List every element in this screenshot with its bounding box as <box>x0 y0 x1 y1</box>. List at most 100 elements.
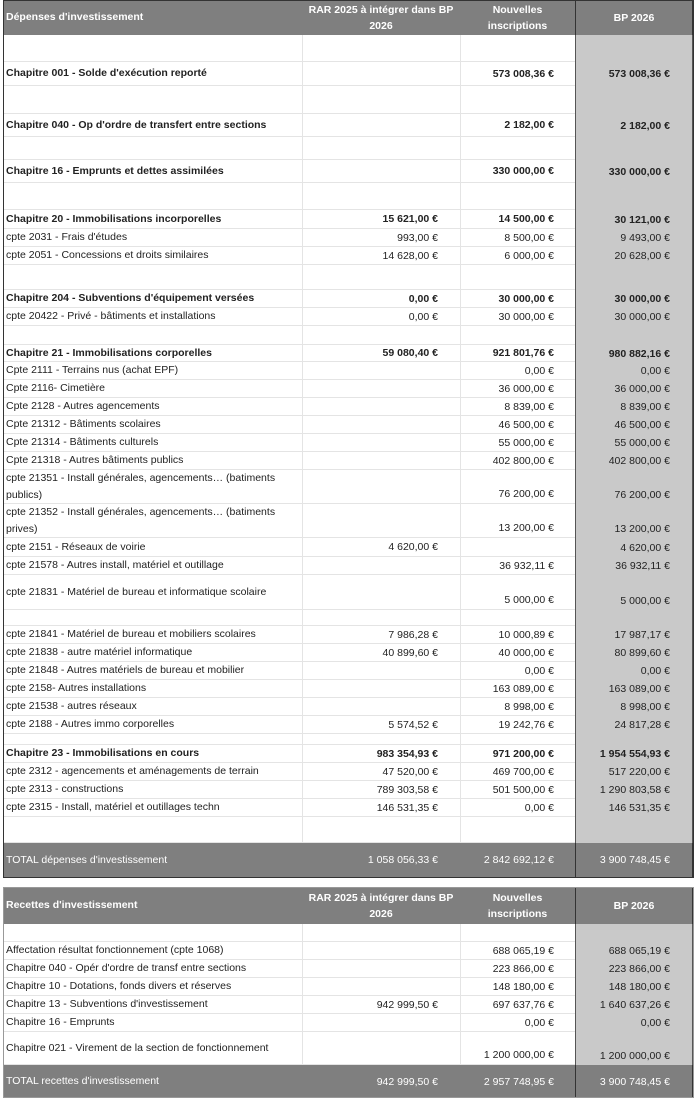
nouvelles-inscriptions-cell <box>460 924 575 942</box>
rar-2025-cell: RAR 2025 à intégrer dans BP 2026 <box>302 887 460 924</box>
bp-2026-cell: 24 817,28 € <box>575 716 693 734</box>
rar-2025-cell <box>302 978 460 996</box>
bp-2026-cell: 17 987,17 € <box>575 626 693 644</box>
label-cell <box>4 86 302 114</box>
rar-2025-cell: 0,00 € <box>302 290 460 308</box>
nouvelles-inscriptions-cell: 19 242,76 € <box>460 716 575 734</box>
nouvelles-inscriptions-cell: 223 866,00 € <box>460 960 575 978</box>
bp-2026-cell: 30 121,00 € <box>575 210 693 229</box>
bp-2026-cell: 3 900 748,45 € <box>575 1065 693 1098</box>
table-row: Affectation résultat fonctionnement (cpt… <box>4 942 693 960</box>
nouvelles-inscriptions-cell: 30 000,00 € <box>460 308 575 326</box>
rar-2025-cell: 14 628,00 € <box>302 247 460 265</box>
label-cell: cpte 21848 - Autres matériels de bureau … <box>4 662 302 680</box>
table-row: Chapitre 204 - Subventions d'équipement … <box>4 290 693 308</box>
rar-2025-cell <box>302 86 460 114</box>
table-row: cpte 21841 - Matériel de bureau et mobil… <box>4 626 693 644</box>
bp-2026-cell: 1 290 803,58 € <box>575 781 693 799</box>
spacer-row <box>4 924 693 942</box>
rar-2025-cell <box>302 942 460 960</box>
table-row: Cpte 2111 - Terrains nus (achat EPF) 0,00… <box>4 362 693 380</box>
rar-2025-cell <box>302 662 460 680</box>
rar-2025-cell <box>302 1014 460 1032</box>
label-cell <box>4 137 302 160</box>
label-cell <box>4 734 302 745</box>
label-cell: Cpte 21318 - Autres bâtiments publics <box>4 452 302 470</box>
table-header: Dépenses d'investissement RAR 2025 à inté… <box>4 0 693 35</box>
table-row: Chapitre 040 - Op d'ordre de transfert e… <box>4 114 693 137</box>
nouvelles-inscriptions-cell: 40 000,00 € <box>460 644 575 662</box>
nouvelles-inscriptions-cell: 1 200 000,00 € <box>460 1032 575 1065</box>
nouvelles-inscriptions-cell: 14 500,00 € <box>460 210 575 229</box>
nouvelles-inscriptions-cell: 0,00 € <box>460 1014 575 1032</box>
bp-2026-cell: BP 2026 <box>575 887 693 924</box>
label-cell: cpte 2051 - Concessions et droits simila… <box>4 247 302 265</box>
bp-2026-cell: 1 954 554,93 € <box>575 745 693 763</box>
label-cell: Cpte 21312 - Bâtiments scolaires <box>4 416 302 434</box>
label-cell: cpte 2315 - Install, matériel et outilla… <box>4 799 302 817</box>
bp-2026-cell <box>575 35 693 62</box>
label-cell: Chapitre 040 - Op d'ordre de transfert e… <box>4 114 302 137</box>
total-row: TOTAL dépenses d'investissement 1 058 056… <box>4 843 693 877</box>
spacer-row <box>4 326 693 345</box>
table-row: cpte 2313 - constructions 789 303,58 €501… <box>4 781 693 799</box>
bp-2026-cell: 5 000,00 € <box>575 575 693 610</box>
label-cell: Chapitre 16 - Emprunts <box>4 1014 302 1032</box>
bp-2026-cell: 688 065,19 € <box>575 942 693 960</box>
table-row: Cpte 2116- Cimetière 36 000,00 €36 000,00… <box>4 380 693 398</box>
bp-2026-cell: 146 531,35 € <box>575 799 693 817</box>
label-cell: cpte 21831 - Matériel de bureau et infor… <box>4 575 302 610</box>
rar-2025-cell <box>302 557 460 575</box>
nouvelles-inscriptions-cell <box>460 137 575 160</box>
bp-2026-cell: 9 493,00 € <box>575 229 693 247</box>
nouvelles-inscriptions-cell: 0,00 € <box>460 799 575 817</box>
rar-2025-cell <box>302 680 460 698</box>
label-cell: cpte 21838 - autre matériel informatique <box>4 644 302 662</box>
label-cell: Cpte 2116- Cimetière <box>4 380 302 398</box>
bp-2026-cell: 0,00 € <box>575 362 693 380</box>
label-cell: cpte 21352 - Install générales, agenceme… <box>4 504 302 538</box>
label-cell: cpte 2312 - agencements et aménagements … <box>4 763 302 781</box>
rar-2025-cell <box>302 35 460 62</box>
rar-2025-cell: 942 999,50 € <box>302 996 460 1014</box>
label-cell <box>4 924 302 942</box>
bp-2026-cell: 0,00 € <box>575 662 693 680</box>
rar-2025-cell <box>302 924 460 942</box>
bp-2026-cell: 80 899,60 € <box>575 644 693 662</box>
label-cell: cpte 2031 - Frais d'études <box>4 229 302 247</box>
label-cell: TOTAL dépenses d'investissement <box>4 843 302 877</box>
rar-2025-cell <box>302 610 460 626</box>
nouvelles-inscriptions-cell: 163 089,00 € <box>460 680 575 698</box>
bp-2026-cell: 2 182,00 € <box>575 114 693 137</box>
table-header: Recettes d'investissement RAR 2025 à inté… <box>4 887 693 924</box>
bp-2026-cell <box>575 265 693 290</box>
bp-2026-cell: 3 900 748,45 € <box>575 843 693 877</box>
bp-2026-cell: 8 998,00 € <box>575 698 693 716</box>
nouvelles-inscriptions-cell: 0,00 € <box>460 662 575 680</box>
rar-2025-cell <box>302 734 460 745</box>
label-cell: Chapitre 001 - Solde d'exécution reporté <box>4 62 302 86</box>
rar-2025-cell <box>302 960 460 978</box>
total-row: TOTAL recettes d'investissement 942 999,5… <box>4 1065 693 1098</box>
depenses-table: Dépenses d'investissement RAR 2025 à inté… <box>4 0 693 877</box>
table-row: Cpte 21312 - Bâtiments scolaires 46 500,0… <box>4 416 693 434</box>
nouvelles-inscriptions-cell: 971 200,00 € <box>460 745 575 763</box>
table-row: cpte 2312 - agencements et aménagements … <box>4 763 693 781</box>
bp-2026-cell: 148 180,00 € <box>575 978 693 996</box>
spacer-row <box>4 137 693 160</box>
rar-2025-cell <box>302 265 460 290</box>
label-cell: Dépenses d'investissement <box>4 0 302 35</box>
rar-2025-cell: 15 621,00 € <box>302 210 460 229</box>
table-row: Chapitre 040 - Opér d'ordre de transf en… <box>4 960 693 978</box>
label-cell: cpte 21578 - Autres install, matériel et… <box>4 557 302 575</box>
bp-2026-cell: 330 000,00 € <box>575 160 693 183</box>
table-row: Chapitre 21 - Immobilisations corporelle… <box>4 345 693 362</box>
label-cell <box>4 265 302 290</box>
table-row: cpte 21848 - Autres matériels de bureau … <box>4 662 693 680</box>
nouvelles-inscriptions-cell: 330 000,00 € <box>460 160 575 183</box>
nouvelles-inscriptions-cell <box>460 86 575 114</box>
spacer-row <box>4 183 693 210</box>
rar-2025-cell: 7 986,28 € <box>302 626 460 644</box>
table-row: cpte 20422 - Privé - bâtiments et instal… <box>4 308 693 326</box>
table-row: cpte 21351 - Install générales, agenceme… <box>4 470 693 504</box>
